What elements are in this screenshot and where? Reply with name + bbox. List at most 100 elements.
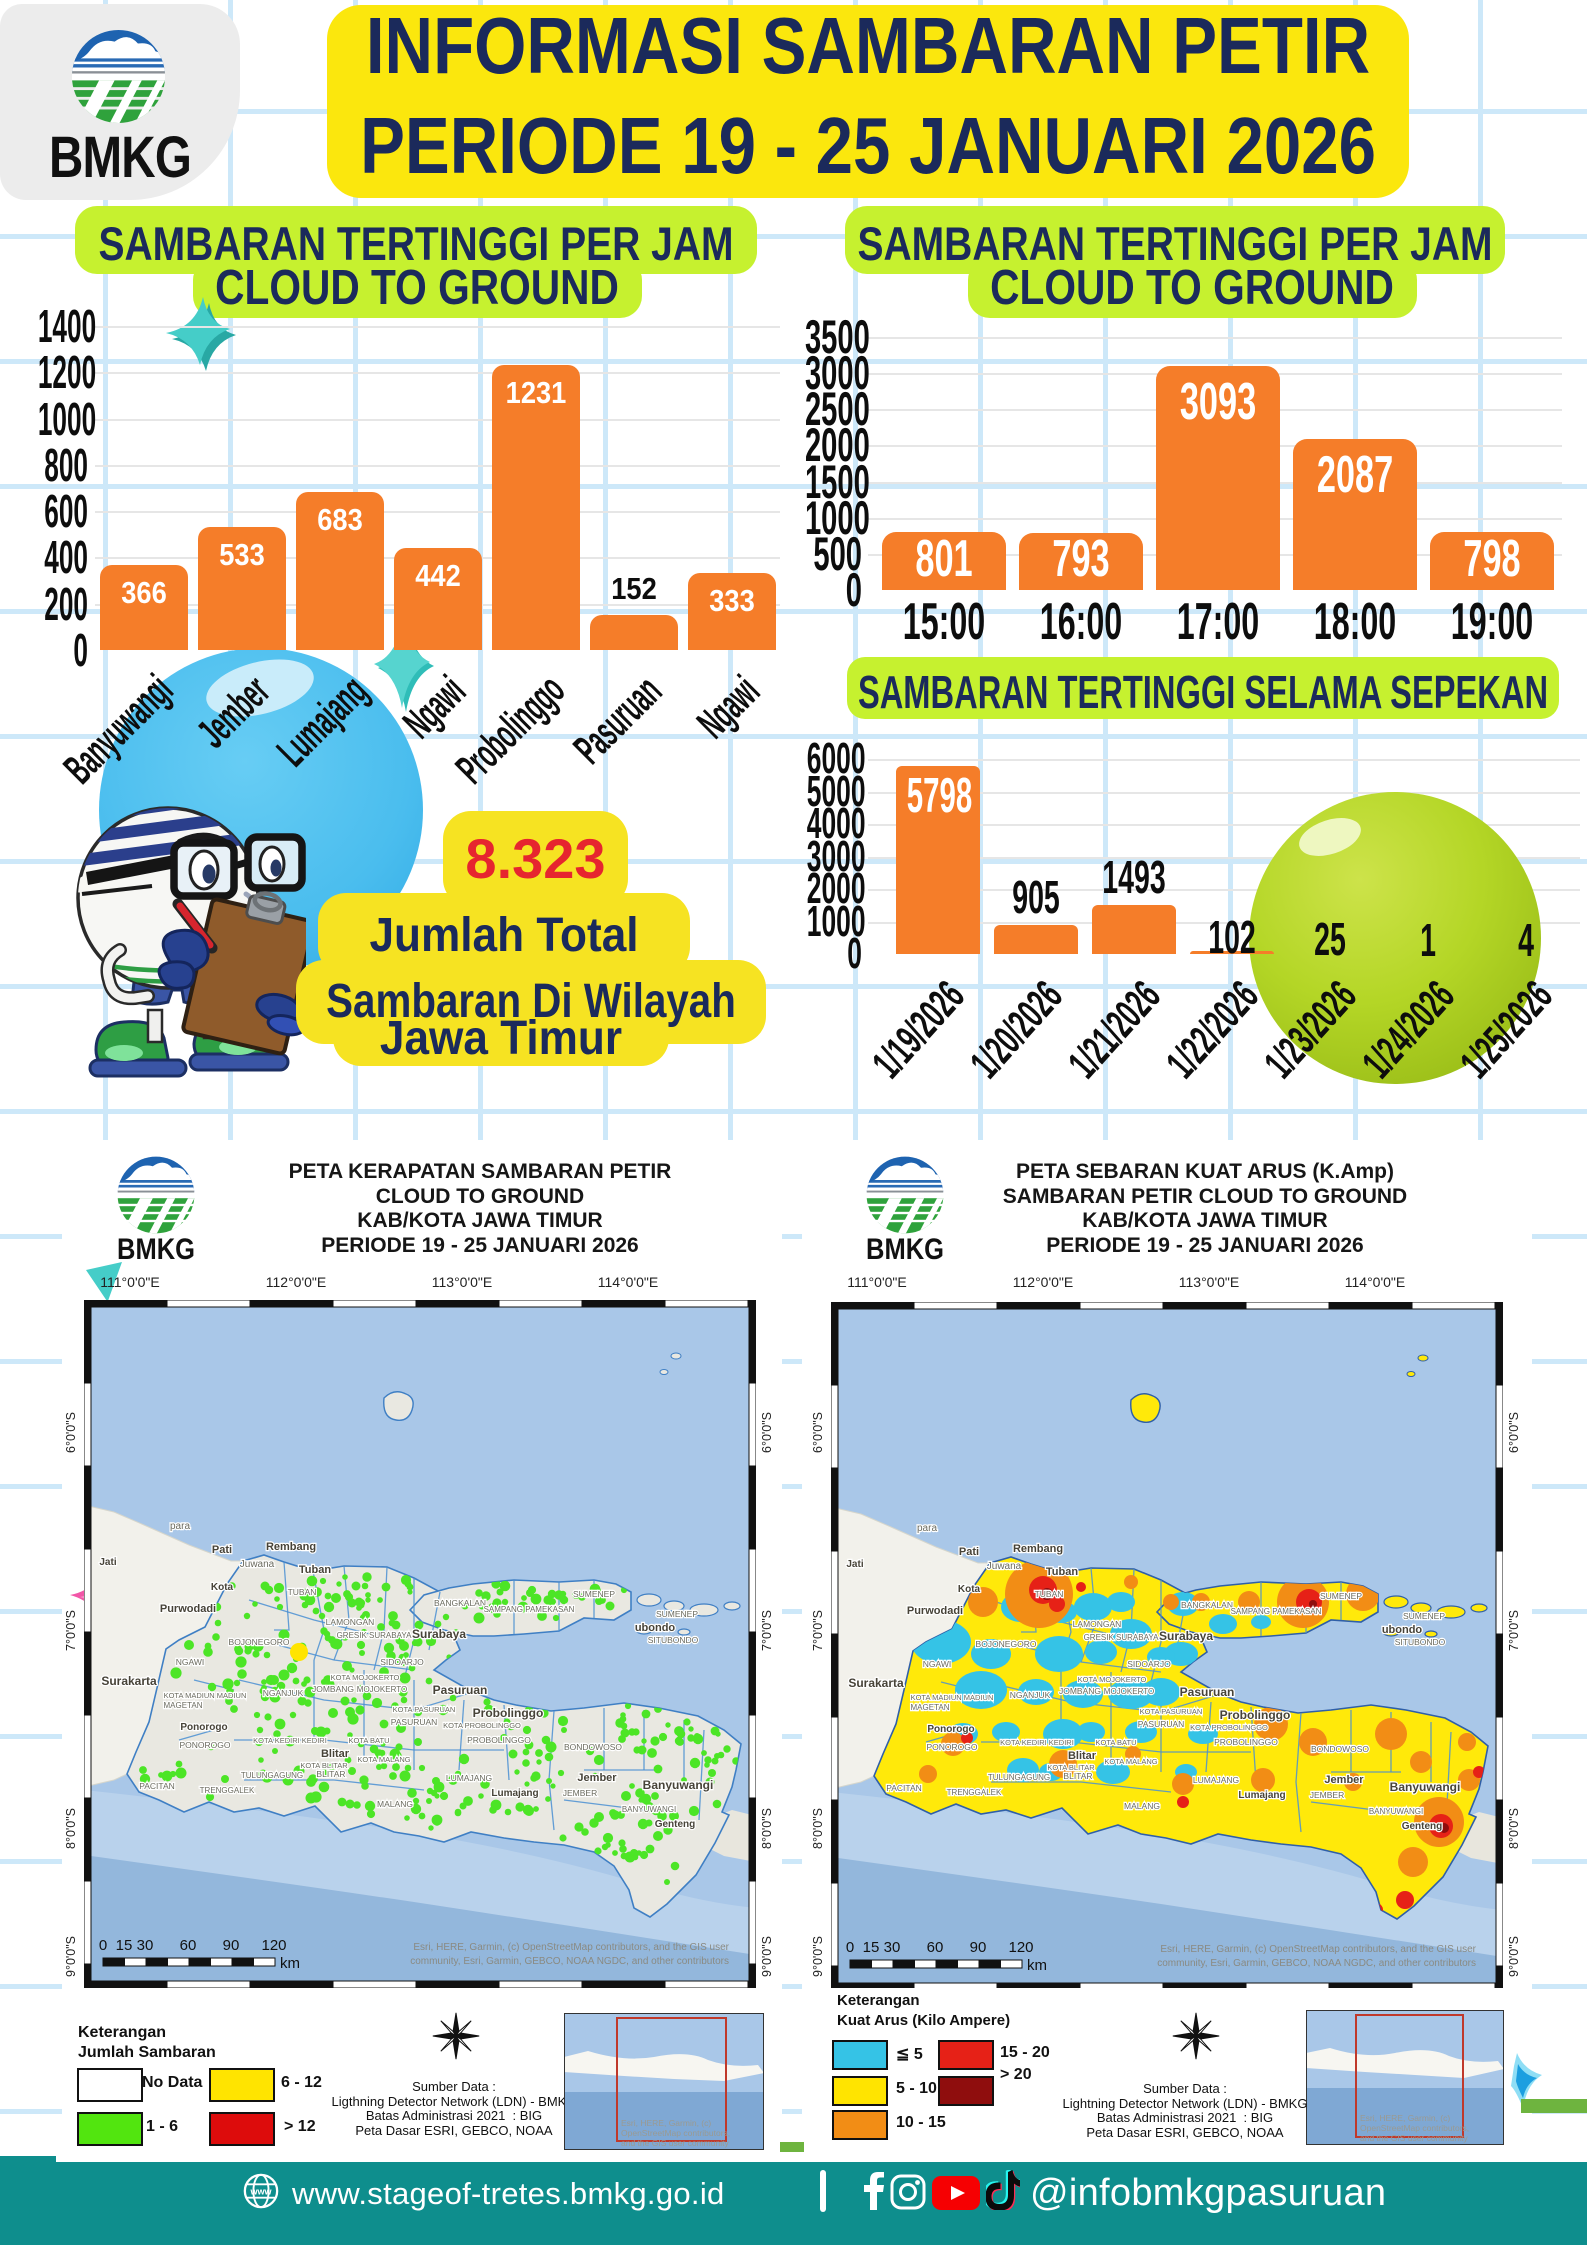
svg-text:MALANG: MALANG (377, 1799, 413, 1809)
svg-text:Juwana: Juwana (240, 1559, 275, 1570)
svg-text:km: km (1027, 1957, 1047, 1974)
svg-text:Surakarta: Surakarta (848, 1676, 904, 1690)
svg-text:GRESIK SURABAYA: GRESIK SURABAYA (1084, 1633, 1160, 1642)
svg-text:KOTA PROBOLINGGO: KOTA PROBOLINGGO (443, 1721, 521, 1730)
svg-text:LAMONGAN: LAMONGAN (326, 1617, 375, 1627)
svg-text:SIDOARJO: SIDOARJO (1127, 1659, 1171, 1669)
svg-text:KOTA BATU: KOTA BATU (349, 1736, 390, 1745)
svg-text:BONDOWOSO: BONDOWOSO (1311, 1744, 1369, 1754)
svg-text:JOMBANG: JOMBANG (312, 1684, 354, 1694)
svg-text:Genteng: Genteng (655, 1819, 696, 1830)
svg-text:60: 60 (927, 1939, 944, 1956)
svg-text:NGAWI: NGAWI (923, 1659, 952, 1669)
svg-text:KOTA BLITAR: KOTA BLITAR (300, 1761, 348, 1770)
svg-text:BANYUWANGI: BANYUWANGI (622, 1805, 676, 1814)
svg-text:para: para (170, 1521, 190, 1532)
svg-text:OpenStreetMap contributors,: OpenStreetMap contributors, (1360, 2123, 1469, 2133)
svg-text:ubondo: ubondo (635, 1622, 676, 1634)
svg-text:MALANG: MALANG (1124, 1801, 1160, 1811)
svg-text:30: 30 (884, 1939, 901, 1956)
svg-text:15: 15 (116, 1937, 133, 1954)
svg-text:para: para (917, 1523, 937, 1534)
svg-text:KOTA MALANG: KOTA MALANG (1104, 1757, 1157, 1766)
svg-text:Kota: Kota (958, 1584, 981, 1595)
svg-text:Purwodadi: Purwodadi (907, 1605, 963, 1617)
svg-text:Pasuruan: Pasuruan (433, 1683, 488, 1697)
svg-text:SAMPANG PAMEKASAN: SAMPANG PAMEKASAN (484, 1605, 575, 1614)
svg-text:Blitar: Blitar (321, 1748, 350, 1760)
svg-text:JOMBANG: JOMBANG (1059, 1686, 1101, 1696)
svg-text:GRESIK SURABAYA: GRESIK SURABAYA (337, 1631, 413, 1640)
svg-text:Surabaya: Surabaya (412, 1627, 466, 1641)
svg-text:BOJONEGORO: BOJONEGORO (229, 1637, 290, 1647)
svg-text:SIDOARJO: SIDOARJO (380, 1657, 424, 1667)
svg-text:SITUBONDO: SITUBONDO (1395, 1637, 1446, 1647)
svg-text:KOTA MALANG: KOTA MALANG (357, 1755, 410, 1764)
svg-text:Jati: Jati (846, 1559, 863, 1570)
svg-text:Banyuwangi: Banyuwangi (1390, 1780, 1461, 1794)
svg-text:Banyuwangi: Banyuwangi (643, 1778, 714, 1792)
svg-text:Ponorogo: Ponorogo (180, 1722, 227, 1733)
svg-text:Pati: Pati (959, 1546, 979, 1558)
svg-text:LUMAJANG: LUMAJANG (446, 1773, 492, 1783)
svg-text:PONOROGO: PONOROGO (926, 1742, 977, 1752)
svg-text:community, Esri, Garmin, GEBCO: community, Esri, Garmin, GEBCO, NOAA NGD… (410, 1956, 729, 1967)
svg-text:PONOROGO: PONOROGO (179, 1740, 230, 1750)
svg-text:Jati: Jati (99, 1557, 116, 1568)
svg-text:KOTA MOJOKERTO: KOTA MOJOKERTO (331, 1673, 400, 1682)
svg-text:Jember: Jember (1324, 1774, 1364, 1786)
svg-text:Juwana: Juwana (987, 1561, 1022, 1572)
svg-text:Tuban: Tuban (1046, 1566, 1078, 1578)
svg-text:TUBAN: TUBAN (288, 1587, 317, 1597)
svg-text:90: 90 (223, 1937, 240, 1954)
svg-text:SUMENEP: SUMENEP (656, 1609, 698, 1619)
svg-text:KOTA PASURUAN: KOTA PASURUAN (1140, 1707, 1203, 1716)
svg-text:TULUNGAGUNG: TULUNGAGUNG (988, 1773, 1050, 1782)
svg-text:TUBAN: TUBAN (1035, 1589, 1064, 1599)
svg-text:NGAWI: NGAWI (176, 1657, 205, 1667)
svg-text:BANGKALAN: BANGKALAN (1181, 1600, 1233, 1610)
svg-text:Esri, HERE, Garmin, (c): Esri, HERE, Garmin, (c) (621, 2118, 711, 2128)
svg-text:KOTA BLITAR: KOTA BLITAR (1047, 1763, 1095, 1772)
svg-text:km: km (280, 1955, 300, 1972)
svg-text:www: www (249, 2186, 272, 2196)
svg-text:MAGETAN: MAGETAN (911, 1703, 950, 1712)
svg-text:SUMENEP: SUMENEP (573, 1589, 615, 1599)
svg-text:Surakarta: Surakarta (101, 1674, 157, 1688)
svg-text:Esri, HERE, Garmin, (c): Esri, HERE, Garmin, (c) (1360, 2113, 1450, 2123)
svg-text:KOTA PROBOLINGGO: KOTA PROBOLINGGO (1190, 1723, 1268, 1732)
svg-text:Esri, HERE, Garmin, (c) OpenSt: Esri, HERE, Garmin, (c) OpenStreetMap co… (413, 1942, 729, 1953)
svg-text:Kota: Kota (211, 1582, 234, 1593)
svg-text:90: 90 (970, 1939, 987, 1956)
svg-text:PACITAN: PACITAN (886, 1783, 922, 1793)
svg-text:Rembang: Rembang (1013, 1543, 1063, 1555)
svg-text:Blitar: Blitar (1068, 1750, 1097, 1762)
svg-text:TRENGGALEK: TRENGGALEK (947, 1788, 1002, 1797)
svg-text:BONDOWOSO: BONDOWOSO (564, 1742, 622, 1752)
svg-text:SAMPANG PAMEKASAN: SAMPANG PAMEKASAN (1231, 1607, 1322, 1616)
svg-text:PACITAN: PACITAN (139, 1781, 175, 1791)
svg-text:KOTA BATU: KOTA BATU (1096, 1738, 1137, 1747)
svg-text:NGANJUK: NGANJUK (263, 1688, 304, 1698)
svg-text:LAMONGAN: LAMONGAN (1073, 1619, 1122, 1629)
svg-text:SUMENEP: SUMENEP (1403, 1611, 1445, 1621)
svg-text:KOTA MADIUN MADIUN: KOTA MADIUN MADIUN (911, 1693, 994, 1702)
svg-text:Probolinggo: Probolinggo (473, 1706, 544, 1720)
svg-text:OpenStreetMap contributors,: OpenStreetMap contributors, (621, 2128, 730, 2138)
svg-text:and the GIS user community: and the GIS user community (621, 2138, 729, 2148)
svg-text:Pasuruan: Pasuruan (1180, 1685, 1235, 1699)
svg-text:Probolinggo: Probolinggo (1220, 1708, 1291, 1722)
svg-text:Rembang: Rembang (266, 1541, 316, 1553)
svg-text:PASURUAN: PASURUAN (391, 1717, 438, 1727)
svg-text:KOTA MOJOKERTO: KOTA MOJOKERTO (1078, 1675, 1147, 1684)
svg-text:Lumajang: Lumajang (491, 1788, 538, 1799)
svg-text:BANYUWANGI: BANYUWANGI (1369, 1807, 1423, 1816)
svg-text:Tuban: Tuban (299, 1564, 331, 1576)
svg-text:JEMBER: JEMBER (563, 1788, 597, 1798)
svg-text:KOTA KEDIRI KEDIRI: KOTA KEDIRI KEDIRI (1000, 1738, 1074, 1747)
svg-text:Purwodadi: Purwodadi (160, 1603, 216, 1615)
svg-text:SUMENEP: SUMENEP (1320, 1591, 1362, 1601)
svg-text:Pati: Pati (212, 1544, 232, 1556)
svg-text:MOJOKERTO: MOJOKERTO (1104, 1687, 1154, 1696)
svg-text:0: 0 (846, 1939, 854, 1956)
